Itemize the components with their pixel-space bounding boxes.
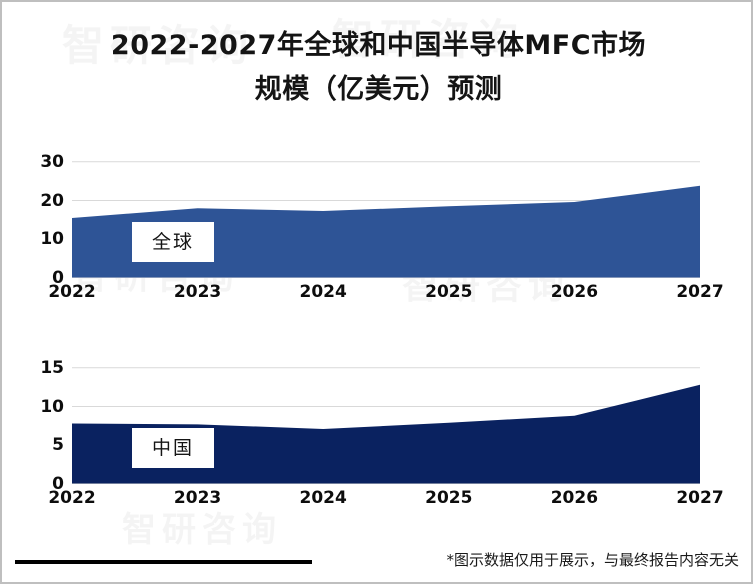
chart-panel-china: 0 5 10 15 中国 2022 2023 2024 2025 2026 2027 [2,357,751,512]
footer-note: *图示数据仅用于展示，与最终报告内容无关 [446,551,739,569]
x-tick-label: 2026 [550,282,599,302]
chart-panel-global: 0 10 20 30 全球 2022 2023 2024 2025 2026 2027 [2,151,751,306]
x-tick-label: 2022 [48,488,96,508]
x-tick-label: 2027 [676,282,724,302]
y-tick-label: 0 [52,474,64,494]
series-label-china: 中国 [132,428,214,468]
x-tick-label: 2023 [173,488,222,508]
chart-title-line-1: 2022-2027年全球和中国半导体MFC市场 [110,30,647,61]
y-tick-label: 20 [40,190,64,211]
x-tick-label: 2024 [299,282,347,302]
x-tick-label: 2027 [676,488,724,508]
footer-divider-rule [15,560,312,564]
series-label-global: 全球 [132,222,214,262]
y-tick-label: 15 [40,357,64,378]
chart-title-line-2: 规模（亿美元）预测 [254,74,503,105]
x-tick-label: 2022 [48,282,96,302]
y-tick-label: 5 [52,435,64,456]
x-axis-global: 2022 2023 2024 2025 2026 2027 [2,282,751,306]
x-tick-label: 2026 [550,488,599,508]
x-axis-china: 2022 2023 2024 2025 2026 2027 [2,488,751,512]
x-tick-label: 2025 [425,282,473,302]
x-tick-label: 2025 [425,488,473,508]
x-tick-label: 2023 [173,282,222,302]
y-tick-label: 0 [52,268,64,288]
y-axis-global: 0 10 20 30 [16,151,64,288]
y-axis-china: 0 5 10 15 [16,357,64,494]
y-tick-label: 10 [40,229,64,250]
chart-title: 2022-2027年全球和中国半导体MFC市场 规模（亿美元）预测 [2,24,751,112]
x-tick-label: 2024 [299,488,347,508]
y-tick-label: 10 [40,396,64,417]
y-tick-label: 30 [40,151,64,172]
